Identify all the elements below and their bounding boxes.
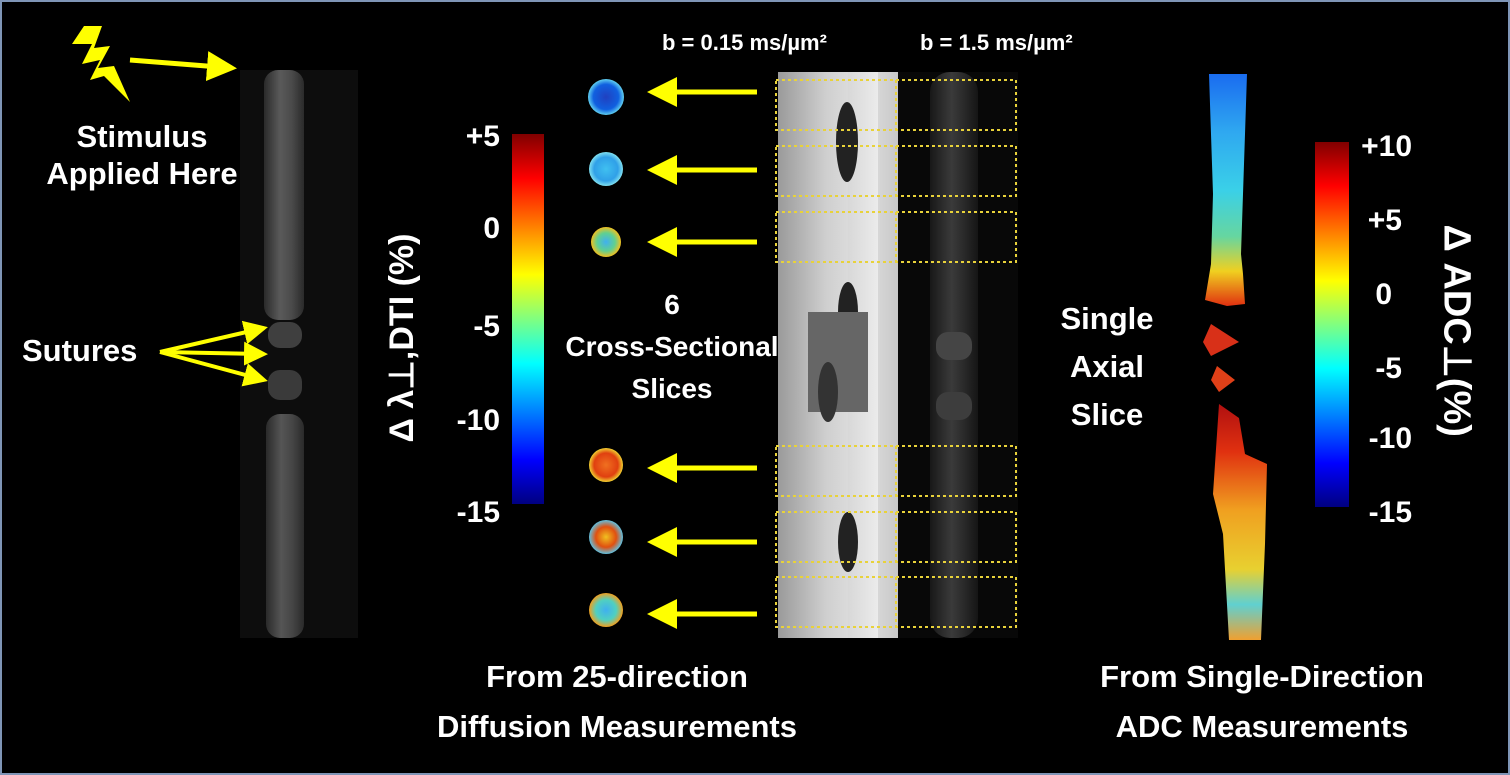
longitudinal-mri-image: [240, 70, 358, 638]
stimulus-label: Stimulus Applied Here: [46, 119, 238, 192]
right-tick-label: 0: [1375, 278, 1392, 311]
right-tick-label: +10: [1361, 130, 1412, 163]
right-tick-label: -15: [1368, 496, 1412, 529]
left-tick-label: -15: [456, 496, 500, 529]
mri-image-b-high: [898, 72, 1018, 638]
axial-adc-map: [1203, 74, 1267, 640]
right-tick-label: +5: [1367, 204, 1402, 237]
left-caption-line2: Diffusion Measurements: [436, 709, 797, 744]
right-caption-line1: From Single-Direction: [1100, 659, 1424, 694]
right-tick-label: -5: [1375, 352, 1402, 385]
right-caption-line2: ADC Measurements: [1115, 709, 1409, 744]
left-tick-label: +5: [465, 120, 500, 153]
cross-section-slices: [588, 79, 624, 627]
slice-label: Slice: [1070, 397, 1144, 432]
right-colorbar: [1315, 142, 1349, 507]
cross-sectional-label: Cross-Sectional: [565, 331, 779, 362]
axial-label: Axial: [1069, 349, 1145, 384]
left-tick-label: 0: [483, 212, 500, 245]
mri-image-b-low: [778, 72, 898, 638]
slices-label: Slices: [631, 373, 713, 404]
sutures-label: Sutures: [22, 333, 138, 368]
b-value-low-label: b = 0.15 ms/µm²: [662, 30, 827, 55]
single-label: Single: [1060, 301, 1154, 336]
lightning-icon: [72, 26, 130, 102]
right-tick-label: -10: [1368, 422, 1412, 455]
left-tick-label: -5: [473, 310, 500, 343]
left-caption-line1: From 25-direction: [486, 659, 748, 694]
left-tick-label: -10: [456, 404, 500, 437]
b-value-high-label: b = 1.5 ms/µm²: [920, 30, 1073, 55]
left-colorbar: [512, 134, 544, 504]
six-label: 6: [664, 289, 680, 320]
